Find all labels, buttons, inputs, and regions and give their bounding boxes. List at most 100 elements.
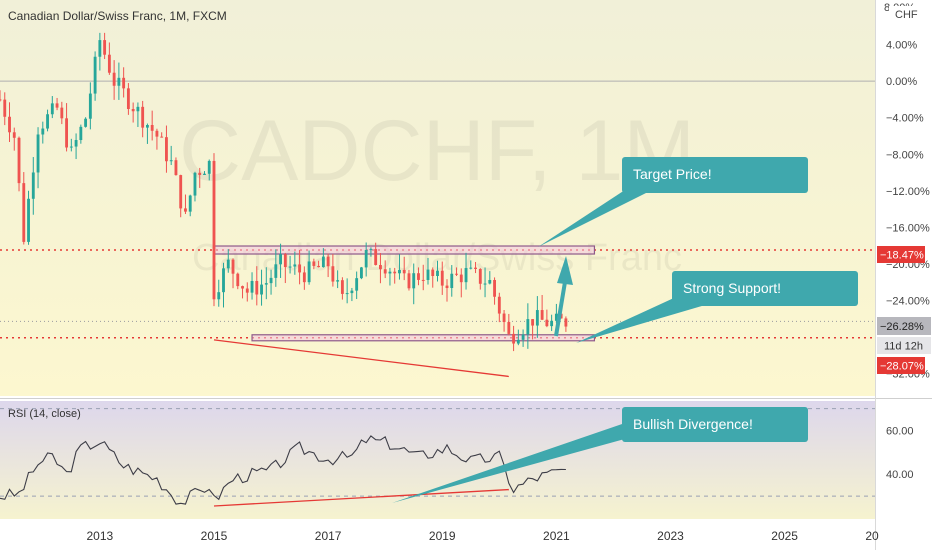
symbol-title: Canadian Dollar/Swiss Franc, 1M, FXCM bbox=[8, 9, 227, 23]
candle-body bbox=[554, 313, 558, 321]
candle-body bbox=[41, 128, 45, 135]
candle-body bbox=[222, 268, 225, 293]
candle-body bbox=[160, 136, 164, 138]
candle-body bbox=[269, 277, 273, 284]
candle-body bbox=[545, 319, 549, 327]
time-axis-label: 2015 bbox=[201, 529, 228, 543]
candle-body bbox=[521, 334, 525, 340]
candle-body bbox=[198, 172, 202, 175]
target-price-callout-text: Target Price! bbox=[633, 166, 712, 182]
candle-body bbox=[31, 172, 35, 199]
resistance-price-badge-label: −18.47% bbox=[880, 250, 924, 262]
candle-body bbox=[369, 249, 373, 251]
candle-body bbox=[179, 175, 183, 209]
candle-body bbox=[112, 72, 116, 86]
candle-body bbox=[426, 269, 430, 280]
candle-body bbox=[184, 208, 187, 212]
candle-body bbox=[27, 198, 30, 242]
candle-body bbox=[474, 267, 477, 269]
candle-body bbox=[217, 292, 221, 300]
candle-body bbox=[98, 40, 102, 57]
support-price-badge[interactable]: −28.07% bbox=[877, 357, 925, 374]
candle-body bbox=[131, 109, 135, 112]
candle-body bbox=[136, 106, 140, 112]
candle-body bbox=[207, 160, 211, 174]
candle-body bbox=[241, 286, 244, 289]
candle-body bbox=[260, 284, 263, 295]
candle-body bbox=[193, 172, 197, 196]
time-axis-label: 2021 bbox=[543, 529, 570, 543]
candle-body bbox=[60, 107, 64, 119]
candle-body bbox=[302, 272, 306, 283]
candle-body bbox=[464, 268, 468, 283]
rsi-divergence-line bbox=[213, 488, 509, 507]
candle-body bbox=[117, 77, 121, 86]
candle-body bbox=[274, 264, 278, 278]
candle-body bbox=[459, 274, 463, 283]
candle-body bbox=[231, 259, 235, 274]
candle-body bbox=[174, 160, 178, 176]
currency-bg bbox=[889, 6, 925, 22]
current-price-badge[interactable]: −26.28% bbox=[877, 317, 931, 335]
candle-body bbox=[440, 270, 444, 286]
target-price-callout[interactable]: Target Price! bbox=[538, 157, 808, 247]
support-price-badge-label: −28.07% bbox=[880, 361, 924, 373]
price-tick-label: −8.00% bbox=[886, 149, 924, 161]
candle-body bbox=[417, 273, 420, 280]
bullish-divergence-callout[interactable]: Bullish Divergence! bbox=[392, 407, 808, 503]
candle-body bbox=[169, 160, 173, 162]
candle-body bbox=[212, 160, 216, 300]
candle-body bbox=[540, 310, 544, 320]
candle-body bbox=[364, 249, 368, 268]
candle-body bbox=[79, 126, 83, 141]
candle-body bbox=[355, 278, 359, 291]
rsi-axis-ticks: 60.00 40.00 bbox=[886, 425, 914, 481]
candle-body bbox=[50, 103, 54, 115]
candle-body bbox=[279, 254, 282, 265]
candle-body bbox=[469, 267, 473, 269]
candle-body bbox=[412, 273, 416, 289]
candle-body bbox=[321, 256, 325, 268]
time-axis-label: 2023 bbox=[657, 529, 684, 543]
candle-body bbox=[188, 195, 192, 212]
candle-body bbox=[512, 333, 516, 344]
candle-body bbox=[407, 273, 411, 289]
candle-body bbox=[22, 183, 26, 242]
breakout-arrow-icon[interactable] bbox=[554, 256, 573, 337]
candle-body bbox=[145, 124, 149, 128]
candle-body bbox=[550, 320, 554, 327]
candle-body bbox=[55, 103, 59, 108]
candle-body bbox=[84, 118, 88, 127]
candle-body bbox=[488, 279, 492, 284]
candle-body bbox=[283, 254, 287, 268]
candle-body bbox=[326, 256, 330, 267]
candle-body bbox=[107, 54, 111, 73]
candle-body bbox=[497, 296, 501, 314]
time-axis-label: 2013 bbox=[87, 529, 114, 543]
price-tick-label: −4.00% bbox=[886, 113, 924, 125]
price-pane-background bbox=[0, 0, 875, 396]
candle-body bbox=[245, 288, 249, 293]
candle-body bbox=[36, 134, 40, 173]
candle-body bbox=[455, 273, 458, 275]
candle-body bbox=[236, 273, 240, 287]
current-price-badge-label: −26.28% bbox=[880, 321, 924, 333]
rsi-line bbox=[0, 435, 566, 505]
candle-body bbox=[535, 310, 539, 326]
strong-support-callout[interactable]: Strong Support! bbox=[576, 271, 858, 343]
candle-body bbox=[264, 283, 268, 285]
bullish-divergence-callout-text: Bullish Divergence! bbox=[633, 416, 753, 432]
candle-body bbox=[293, 264, 297, 267]
candle-body bbox=[298, 264, 302, 273]
resistance-price-badge[interactable]: −18.47% bbox=[877, 246, 925, 263]
candle-body bbox=[402, 269, 406, 274]
candle-body bbox=[516, 339, 520, 344]
candle-body bbox=[141, 106, 145, 128]
candle-body bbox=[336, 280, 340, 282]
candle-body bbox=[374, 249, 378, 265]
candle-body bbox=[312, 261, 316, 266]
candle-body bbox=[8, 116, 11, 133]
time-axis-label: 2019 bbox=[429, 529, 456, 543]
candle-body bbox=[421, 279, 425, 281]
